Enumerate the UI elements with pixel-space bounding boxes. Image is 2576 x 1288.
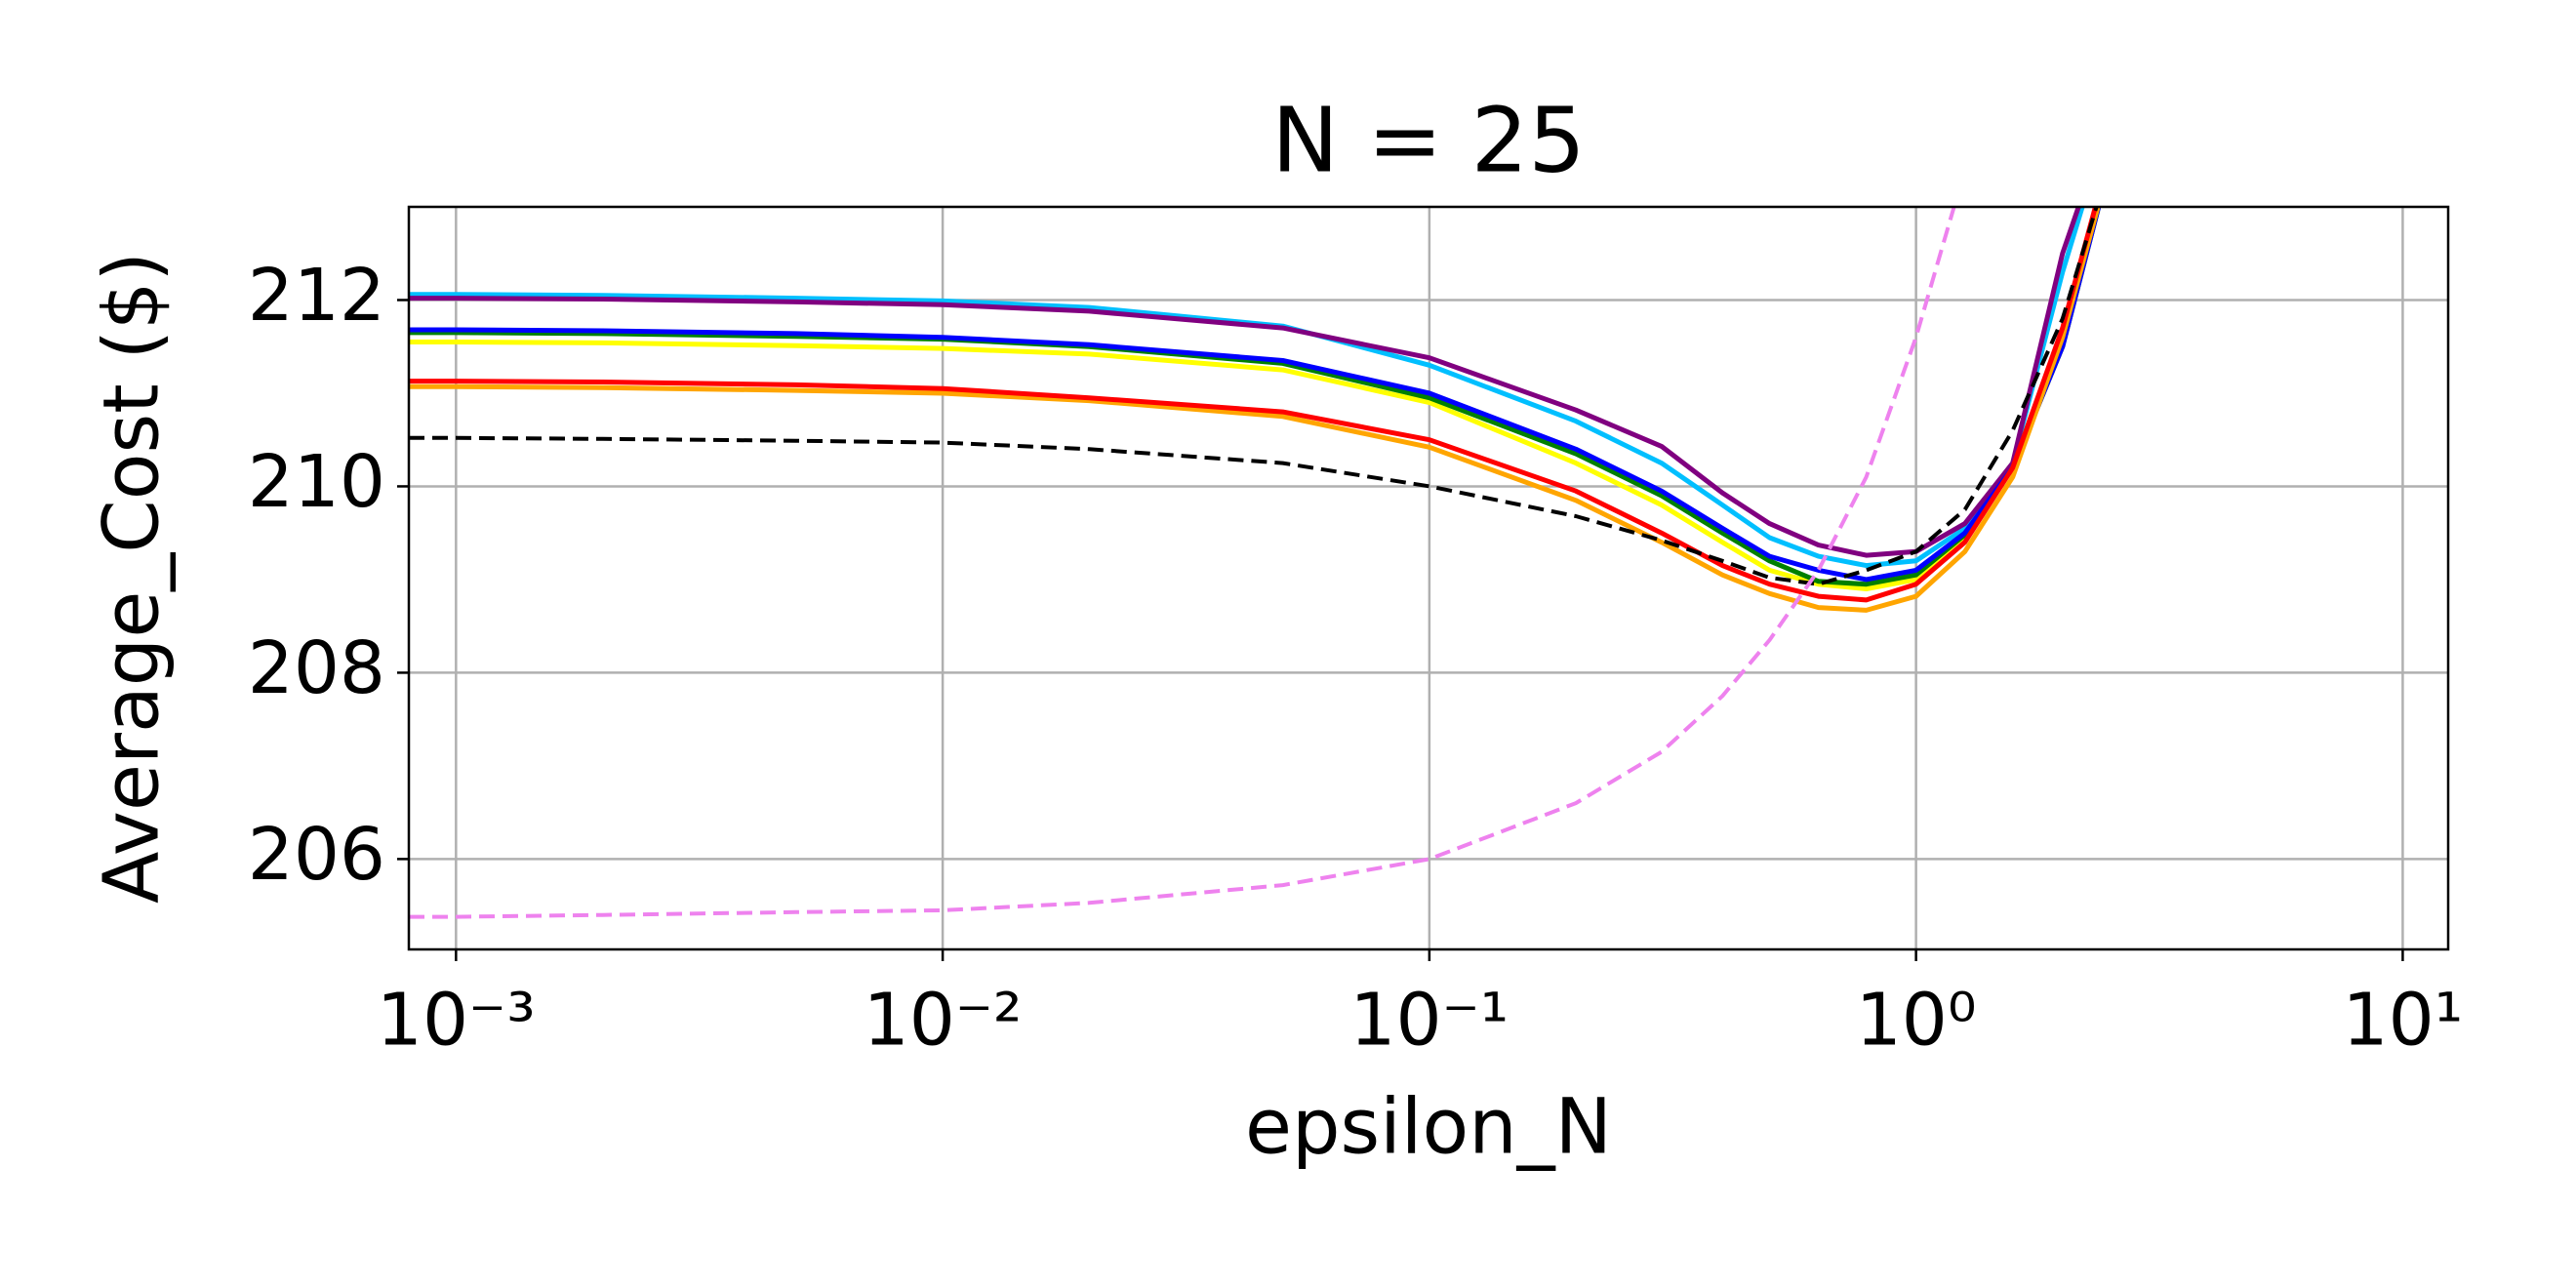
series-line [409,207,2101,613]
y-tick-label: 208 [248,626,385,710]
series-line [409,207,1956,919]
y-tick-label: 212 [248,254,385,338]
x-tick-label: 10¹ [2342,979,2463,1063]
chart-title: N = 25 [1271,88,1585,192]
x-tick-label: 10⁻³ [377,979,536,1063]
series-line [409,207,2085,569]
plot-lines [409,207,2102,919]
plot-frame [407,205,2450,951]
series-line [409,207,2102,583]
y-tick-label: 210 [248,440,385,524]
x-axis-label: epsilon_N [1245,1083,1612,1171]
series-line [409,207,2099,586]
y-tick-label: 206 [248,813,385,897]
x-tick-label: 10⁰ [1856,979,1977,1063]
x-tick-label: 10⁻² [864,979,1023,1063]
series-line [409,207,2081,558]
x-tick-label: 10⁻¹ [1349,979,1509,1063]
y-axis-label: Average_Cost ($) [88,252,176,904]
